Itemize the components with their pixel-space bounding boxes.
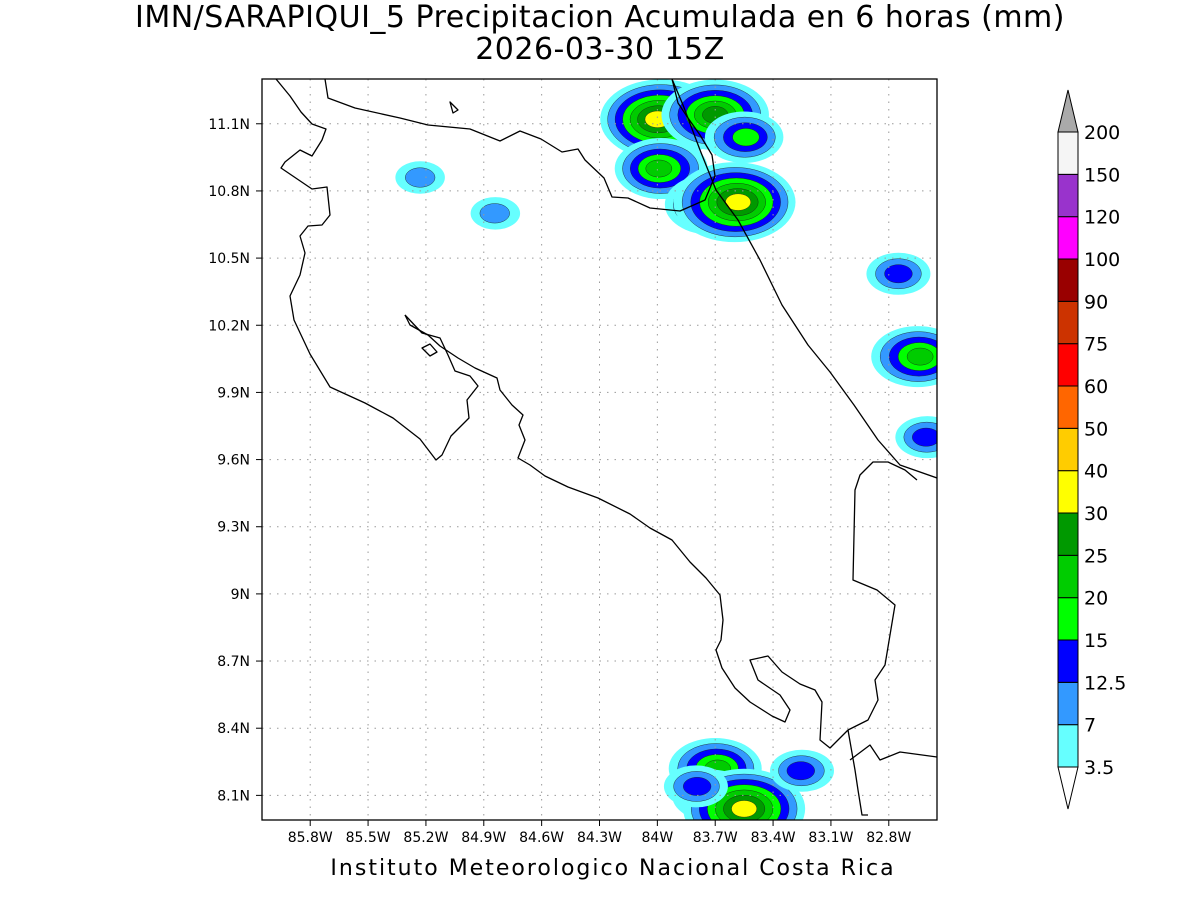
map-title: IMN/SARAPIQUI_5 Precipitacion Acumulada … bbox=[0, 2, 1200, 66]
colorbar-swatch bbox=[1057, 427, 1079, 472]
precip-cell bbox=[704, 111, 784, 163]
precip-cell bbox=[673, 162, 796, 243]
lat-tick-label: 9.3N bbox=[217, 520, 250, 536]
precip-contour bbox=[912, 427, 937, 447]
colorbar-swatch bbox=[1057, 258, 1079, 302]
precip-contour bbox=[884, 264, 913, 284]
coastlines-and-borders bbox=[275, 79, 937, 816]
lon-tick-label: 82.8W bbox=[866, 830, 911, 846]
pacific-coast bbox=[404, 314, 918, 749]
colorbar-swatch bbox=[1057, 300, 1079, 345]
colorbar-swatch bbox=[1057, 470, 1079, 514]
precip-contour bbox=[683, 777, 712, 796]
lon-tick-label: 84.6W bbox=[519, 830, 564, 846]
colorbar-label: 100 bbox=[1084, 249, 1120, 271]
colorbar-label: 12.5 bbox=[1084, 672, 1126, 694]
colorbar: 3.5 7 12.5 15 20 25 30 40 50 60 75 90 100 120 150 200 bbox=[1057, 89, 1126, 810]
lon-tick-label: 85.5W bbox=[346, 830, 391, 846]
colorbar-swatch bbox=[1057, 385, 1079, 429]
colorbar-low-triangle bbox=[1057, 766, 1079, 810]
precip-contour bbox=[645, 159, 673, 178]
precip-cell bbox=[895, 416, 937, 459]
precip-contour bbox=[405, 167, 436, 188]
precip-cell bbox=[871, 326, 937, 388]
footer-credit: Instituto Meteorologico Nacional Costa R… bbox=[330, 856, 896, 881]
caribbean-coast bbox=[671, 79, 937, 479]
precip-contour bbox=[479, 203, 510, 224]
colorbar-label: 90 bbox=[1084, 291, 1108, 313]
lat-tick-label: 8.1N bbox=[217, 788, 250, 804]
colorbar-label: 15 bbox=[1084, 630, 1108, 652]
lon-tick-label: 83.7W bbox=[693, 830, 738, 846]
lon-tick-label: 84.9W bbox=[461, 830, 506, 846]
lon-tick-label: 83.1W bbox=[808, 830, 853, 846]
lon-tick-label: 85.2W bbox=[403, 830, 448, 846]
colorbar-label: 40 bbox=[1084, 461, 1108, 483]
precip-cell bbox=[470, 197, 521, 230]
colorbar-label: 3.5 bbox=[1084, 757, 1114, 779]
precip-contour bbox=[731, 800, 758, 818]
lon-tick-label: 85.8W bbox=[288, 830, 333, 846]
colorbar-label: 25 bbox=[1084, 545, 1108, 567]
axis-labels: 11.1N 10.8N 10.5N 10.2N 9.9N 9.6N 9.3N 9N 8.7N 8.… bbox=[208, 117, 911, 846]
lat-tick-label: 8.7N bbox=[217, 654, 250, 670]
colorbar-swatch bbox=[1057, 216, 1079, 260]
precipitation-field bbox=[395, 79, 937, 820]
precip-cell bbox=[395, 161, 445, 194]
lat-tick-label: 10.8N bbox=[208, 184, 250, 200]
colorbar-swatch bbox=[1057, 554, 1079, 599]
plot-frame bbox=[261, 78, 938, 821]
colorbar-high-triangle bbox=[1057, 89, 1079, 133]
lat-tick-label: 9.9N bbox=[217, 385, 250, 401]
nicoya-island bbox=[421, 343, 438, 357]
colorbar-label: 20 bbox=[1084, 588, 1108, 610]
colorbar-swatch bbox=[1057, 597, 1079, 641]
precip-cell bbox=[663, 765, 728, 808]
colorbar-swatch bbox=[1057, 639, 1079, 683]
precip-cell bbox=[770, 749, 834, 792]
lat-tick-label: 9.6N bbox=[217, 453, 250, 469]
colorbar-label: 200 bbox=[1084, 122, 1120, 144]
precip-contour bbox=[732, 128, 760, 147]
lon-tick-label: 84.3W bbox=[577, 830, 622, 846]
precip-contour bbox=[906, 347, 934, 366]
lat-tick-label: 10.5N bbox=[208, 251, 250, 267]
title-line-2: 2026-03-30 15Z bbox=[475, 32, 725, 67]
colorbar-swatch bbox=[1057, 512, 1079, 556]
colorbar-label: 75 bbox=[1084, 334, 1108, 356]
colorbar-swatch bbox=[1057, 724, 1079, 768]
colorbar-label: 150 bbox=[1084, 164, 1120, 186]
lat-tick-label: 10.2N bbox=[208, 318, 250, 334]
nicaragua-border bbox=[324, 79, 716, 212]
panama-border bbox=[849, 744, 937, 761]
title-line-1: IMN/SARAPIQUI_5 Precipitacion Acumulada … bbox=[135, 0, 1065, 35]
lat-tick-label: 9N bbox=[231, 587, 250, 603]
colorbar-label: 60 bbox=[1084, 376, 1108, 398]
precip-cell bbox=[866, 252, 931, 295]
colorbar-swatch bbox=[1057, 173, 1079, 218]
lon-tick-label: 83.4W bbox=[751, 830, 796, 846]
lat-tick-label: 8.4N bbox=[217, 721, 250, 737]
colorbar-swatch bbox=[1057, 343, 1079, 387]
precip-contour bbox=[786, 761, 815, 781]
colorbar-label: 120 bbox=[1084, 207, 1120, 229]
colorbar-label: 30 bbox=[1084, 503, 1108, 525]
lat-lon-grid bbox=[262, 79, 937, 820]
colorbar-swatch bbox=[1057, 131, 1079, 175]
colorbar-label: 50 bbox=[1084, 418, 1108, 440]
northern-island bbox=[449, 101, 459, 114]
colorbar-label: 7 bbox=[1084, 715, 1096, 737]
lat-tick-label: 11.1N bbox=[208, 117, 250, 133]
burica-peninsula bbox=[847, 729, 868, 816]
colorbar-swatch bbox=[1057, 681, 1079, 726]
lake-nicaragua-shore bbox=[275, 79, 479, 461]
lon-tick-label: 84W bbox=[642, 830, 674, 846]
